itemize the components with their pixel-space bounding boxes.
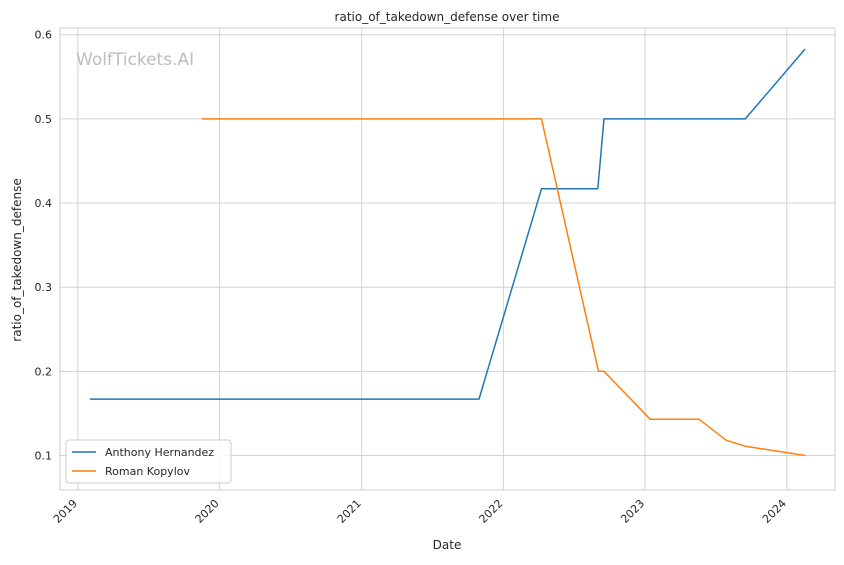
legend-label-anthony-hernandez: Anthony Hernandez [105, 446, 214, 459]
x-tick-label: 2024 [760, 497, 789, 526]
series-line-roman-kopylov [201, 118, 806, 457]
y-tick-label: 0.1 [35, 449, 53, 462]
y-tick-label: 0.2 [35, 365, 53, 378]
grid [60, 28, 835, 490]
x-tick-label: 2022 [477, 497, 506, 526]
y-axis-label: ratio_of_takedown_defense [10, 178, 24, 341]
x-tick-label: 2020 [193, 497, 222, 526]
chart-title: ratio_of_takedown_defense over time [335, 10, 560, 24]
x-axis-label: Date [433, 538, 462, 552]
x-tick-label: 2023 [618, 497, 647, 526]
series-layer [89, 48, 806, 457]
y-tick-label: 0.3 [35, 281, 53, 294]
legend-label-roman-kopylov: Roman Kopylov [105, 465, 190, 478]
legend: Anthony Hernandez Roman Kopylov [65, 439, 232, 484]
x-tick-label: 2021 [335, 497, 364, 526]
plot-frame [59, 27, 836, 491]
x-axis-ticks: 2019 2020 2021 2022 2023 2024 [51, 497, 789, 526]
legend-box [65, 439, 232, 484]
y-tick-label: 0.4 [35, 197, 53, 210]
y-tick-label: 0.5 [35, 113, 53, 126]
x-tick-label: 2019 [51, 497, 80, 526]
series-line-anthony-hernandez [89, 48, 806, 400]
watermark: WolfTickets.AI [76, 50, 194, 70]
y-axis-ticks: 0.1 0.2 0.3 0.4 0.5 0.6 [35, 29, 53, 463]
y-tick-label: 0.6 [35, 29, 53, 42]
